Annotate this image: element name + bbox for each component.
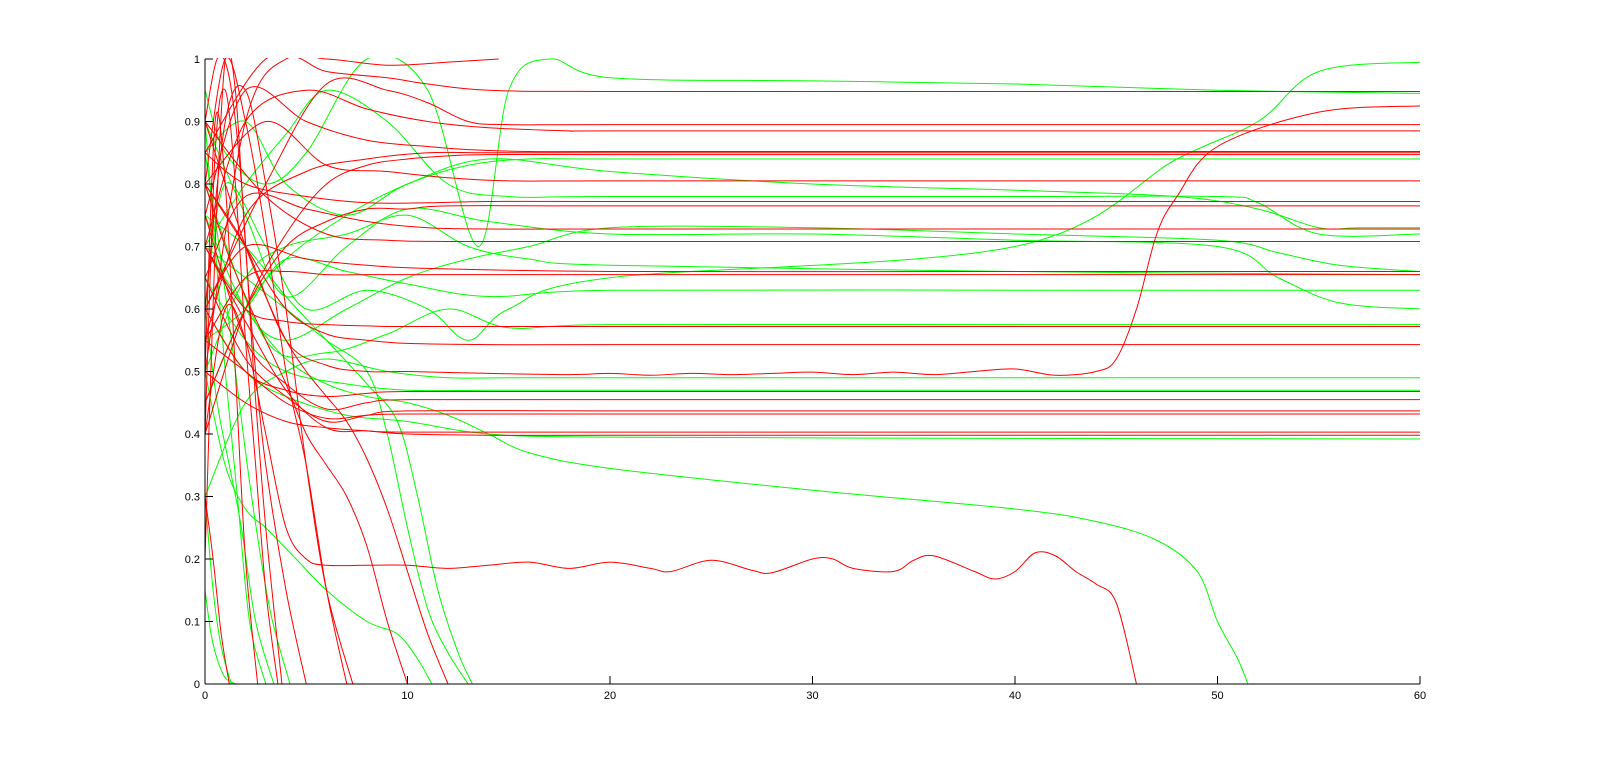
series-line-15 — [205, 214, 473, 685]
series-line-50 — [205, 88, 279, 685]
series-line-43 — [205, 371, 1420, 436]
x-tick-label: 30 — [806, 690, 818, 702]
series-line-32 — [205, 121, 1420, 243]
series-line-8 — [205, 158, 1420, 403]
y-tick-label: 0.6 — [185, 304, 200, 316]
y-tick-label: 0.1 — [185, 617, 200, 629]
series-line-10 — [205, 358, 1420, 497]
series-line-38 — [205, 308, 1420, 398]
x-tick-label: 20 — [604, 690, 616, 702]
series-line-48 — [205, 85, 354, 685]
y-tick-label: 0.9 — [185, 117, 200, 129]
series-line-45 — [205, 121, 449, 685]
y-tick-label: 0.3 — [185, 492, 200, 504]
x-tick-label: 40 — [1009, 690, 1021, 702]
series-line-26 — [205, 154, 1420, 435]
series-line-40 — [205, 277, 1420, 423]
y-tick-label: 0.8 — [185, 179, 200, 191]
series-line-31 — [205, 192, 1420, 278]
y-tick-label: 0 — [194, 679, 200, 691]
series-line-3 — [205, 121, 1420, 310]
series-line-46 — [205, 183, 408, 685]
series-line-25 — [205, 86, 1420, 216]
series-line-44 — [205, 303, 1137, 685]
series-line-9 — [205, 183, 1420, 358]
y-tick-label: 0.7 — [185, 242, 200, 254]
series-line-28 — [205, 120, 1420, 185]
series-line-52 — [205, 496, 230, 685]
series-line-20 — [205, 590, 236, 685]
x-tick-label: 10 — [401, 690, 413, 702]
series-line-0 — [205, 58, 1420, 248]
axes: 0 10 20 30 40 50 60 0 0.1 0.2 0.3 0.4 0.5 0.6 0.7 0.8 0.… — [185, 54, 1426, 702]
series-line-37 — [205, 105, 1420, 376]
series-line-41 — [205, 339, 1420, 420]
y-tick-label: 1 — [194, 54, 200, 66]
series-line-29 — [205, 205, 1420, 403]
series-line-16 — [205, 371, 433, 685]
series-line-42 — [205, 246, 1420, 433]
series-line-54 — [205, 58, 499, 154]
x-tick-label: 50 — [1211, 690, 1223, 702]
series-line-1 — [205, 120, 1420, 230]
series-line-36 — [205, 183, 1420, 346]
series-line-14 — [205, 246, 469, 685]
series-line-53 — [205, 58, 283, 685]
series-line-51 — [205, 111, 259, 685]
series-line-33 — [205, 243, 1420, 310]
y-tick-label: 0.5 — [185, 367, 200, 379]
y-tick-label: 0.4 — [185, 429, 200, 441]
series-line-30 — [205, 152, 1420, 204]
series-line-5 — [205, 215, 1420, 341]
series-line-18 — [205, 308, 275, 685]
series-line-39 — [205, 215, 1420, 411]
y-tick-label: 0.2 — [185, 554, 200, 566]
x-tick-label: 60 — [1414, 690, 1426, 702]
series-line-34 — [205, 270, 1420, 341]
series-line-7 — [205, 257, 1420, 341]
series-line-12 — [205, 308, 1420, 440]
series-line-4 — [205, 89, 1420, 247]
series-line-27 — [205, 151, 1420, 341]
series-line-24 — [205, 89, 1420, 247]
x-tick-label: 0 — [202, 690, 208, 702]
series-line-23 — [205, 77, 1420, 310]
series-line-11 — [205, 246, 1249, 685]
series-layer — [205, 58, 1420, 685]
series-line-35 — [205, 246, 1420, 328]
series-line-22 — [205, 58, 1420, 372]
